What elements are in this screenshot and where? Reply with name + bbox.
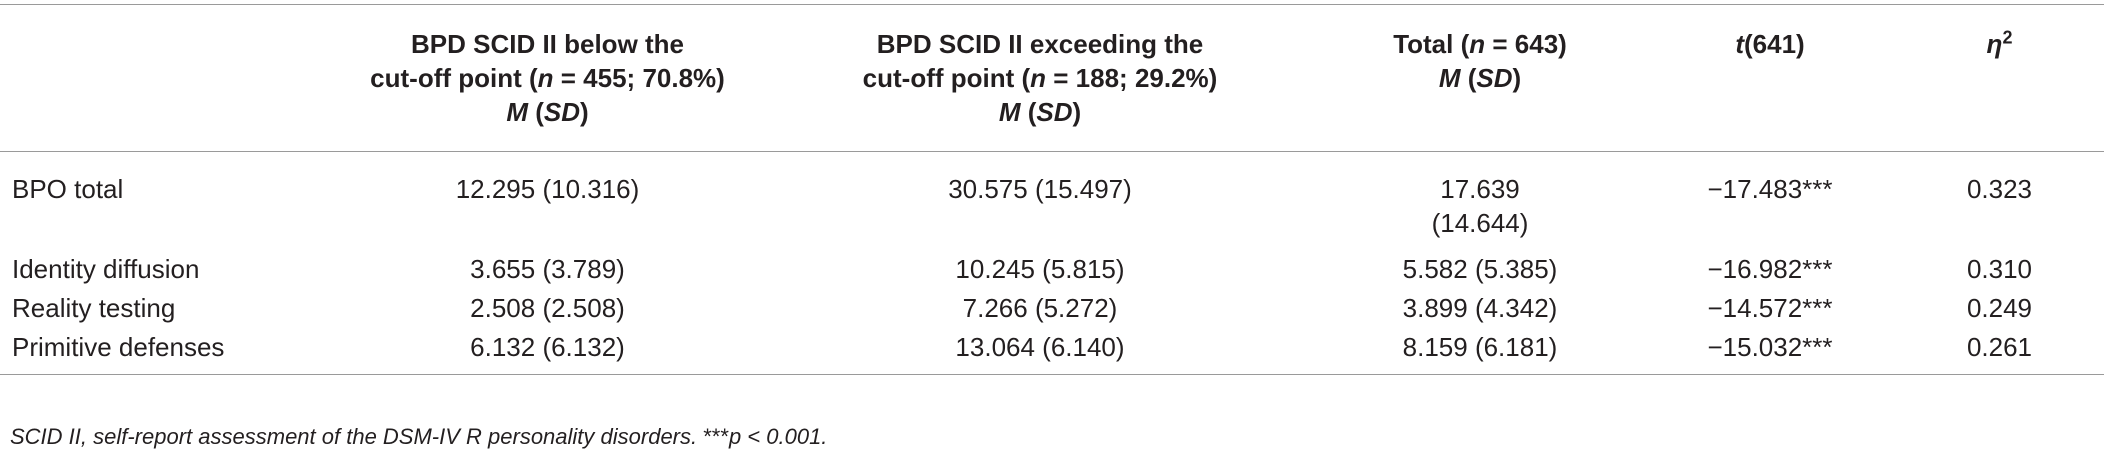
header-empty-cell bbox=[0, 5, 330, 152]
footnote-tail: p < 0.001. bbox=[728, 424, 828, 449]
cell-t: −14.572*** bbox=[1707, 293, 1833, 323]
row-label: BPO total bbox=[12, 174, 124, 204]
header-total: Total (n = 643) M (SD) bbox=[1315, 5, 1645, 152]
table-row: Identity diffusion 3.655 (3.789) 10.245 … bbox=[0, 248, 2104, 287]
cell-eta2: 0.261 bbox=[1966, 332, 2033, 362]
cell-eta2: 0.323 bbox=[1966, 174, 2033, 204]
cell-eta2: 0.249 bbox=[1966, 293, 2033, 323]
header-exceeding-cutoff: BPD SCID II exceeding the cut-off point … bbox=[765, 5, 1315, 152]
header-row: BPD SCID II below the cut-off point (n =… bbox=[0, 4, 2104, 152]
header-total-line2: M (SD) bbox=[1438, 63, 1522, 93]
header-exceeding-line3: M (SD) bbox=[998, 97, 1082, 127]
cell-exceeding: 10.245 (5.815) bbox=[955, 254, 1125, 284]
cell-total: 5.582 (5.385) bbox=[1402, 254, 1558, 284]
header-below-line1: BPD SCID II below the bbox=[410, 29, 685, 59]
header-below-line2: cut-off point (n = 455; 70.8%) bbox=[370, 63, 725, 93]
cell-below: 2.508 (2.508) bbox=[470, 293, 625, 323]
table-header: BPD SCID II below the cut-off point (n =… bbox=[0, 4, 2104, 152]
cell-eta2: 0.310 bbox=[1966, 254, 2033, 284]
cell-t: −16.982*** bbox=[1707, 254, 1833, 284]
cell-below: 3.655 (3.789) bbox=[470, 254, 625, 284]
cell-t: −15.032*** bbox=[1707, 332, 1833, 362]
row-label: Reality testing bbox=[12, 293, 176, 323]
row-label: Identity diffusion bbox=[12, 254, 200, 284]
cell-total: 8.159 (6.181) bbox=[1402, 332, 1558, 362]
cell-below: 12.295 (10.316) bbox=[455, 174, 640, 204]
cell-below: 6.132 (6.132) bbox=[470, 332, 625, 362]
table-row: Reality testing 2.508 (2.508) 7.266 (5.2… bbox=[0, 287, 2104, 326]
results-table: BPD SCID II below the cut-off point (n =… bbox=[0, 4, 2104, 375]
header-eta-squared: η2 bbox=[1986, 27, 2013, 59]
row-label: Primitive defenses bbox=[12, 332, 225, 362]
cell-exceeding: 7.266 (5.272) bbox=[962, 293, 1118, 323]
header-total-line1: Total (n = 643) bbox=[1393, 29, 1567, 59]
footnote-stars: *** bbox=[703, 424, 729, 449]
header-exceeding-line2: cut-off point (n = 188; 29.2%) bbox=[862, 63, 1218, 93]
table-footnote: SCID II, self-report assessment of the D… bbox=[10, 424, 827, 450]
cell-total: 17.639 (14.644) bbox=[1431, 174, 1529, 238]
table-row: BPO total 12.295 (10.316) 30.575 (15.497… bbox=[0, 152, 2104, 249]
cell-t: −17.483*** bbox=[1707, 174, 1833, 204]
cell-exceeding: 30.575 (15.497) bbox=[948, 174, 1132, 204]
footnote-text: SCID II, self-report assessment of the D… bbox=[10, 424, 704, 449]
header-exceeding-line1: BPD SCID II exceeding the bbox=[876, 29, 1204, 59]
header-t-statistic: t(641) bbox=[1735, 29, 1805, 59]
table-body: BPO total 12.295 (10.316) 30.575 (15.497… bbox=[0, 152, 2104, 375]
cell-total: 3.899 (4.342) bbox=[1402, 293, 1558, 323]
header-below-cutoff: BPD SCID II below the cut-off point (n =… bbox=[330, 5, 765, 152]
cell-exceeding: 13.064 (6.140) bbox=[955, 332, 1125, 362]
header-below-line3: M (SD) bbox=[506, 97, 589, 127]
table-row: Primitive defenses 6.132 (6.132) 13.064 … bbox=[0, 326, 2104, 375]
